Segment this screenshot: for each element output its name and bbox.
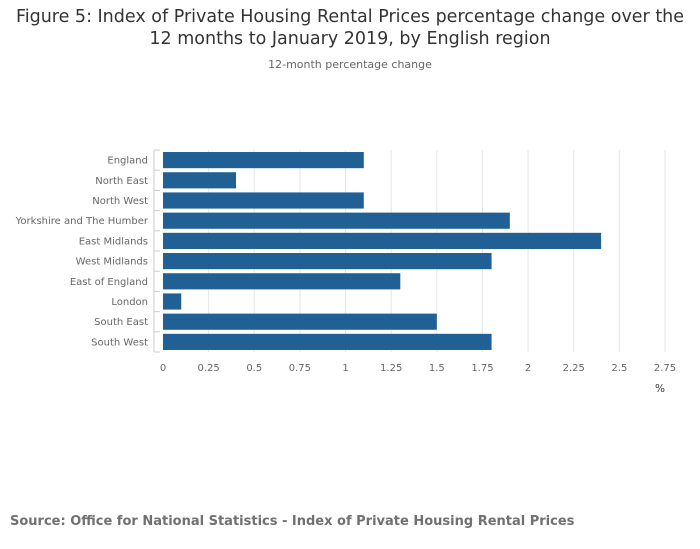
x-tick-label-2: 0.5 <box>246 363 262 374</box>
x-tick-label-0: 0 <box>160 363 166 374</box>
x-axis-unit-label: % <box>655 383 665 395</box>
x-tick-label-1: 0.25 <box>198 363 220 374</box>
bar-7 <box>163 293 182 310</box>
category-label-0: England <box>107 156 148 167</box>
category-label-7: London <box>111 297 148 308</box>
bar-8 <box>163 313 437 330</box>
x-tick-label-6: 1.5 <box>429 363 445 374</box>
chart-title-line-1: Figure 5: Index of Private Housing Renta… <box>15 7 685 27</box>
chart-title: Figure 5: Index of Private Housing Renta… <box>0 6 700 50</box>
bar-6 <box>163 273 401 290</box>
bar-1 <box>163 172 237 189</box>
chart-title-line-2: 12 months to January 2019, by English re… <box>149 29 551 49</box>
x-tick-label-11: 2.75 <box>654 363 676 374</box>
bar-9 <box>163 333 492 350</box>
x-tick-label-5: 1.25 <box>380 363 402 374</box>
x-tick-label-3: 0.75 <box>289 363 311 374</box>
category-label-1: North East <box>95 176 148 187</box>
category-label-8: South East <box>94 317 148 328</box>
category-label-4: East Midlands <box>79 236 148 247</box>
category-label-9: South West <box>91 337 148 348</box>
category-label-6: East of England <box>70 277 148 288</box>
x-tick-label-8: 2 <box>525 363 531 374</box>
bar-2 <box>163 192 364 209</box>
category-label-3: Yorkshire and The Humber <box>15 216 149 227</box>
bar-3 <box>163 212 510 229</box>
x-tick-label-7: 1.75 <box>471 363 493 374</box>
bar-4 <box>163 232 602 249</box>
x-tick-label-10: 2.5 <box>611 363 627 374</box>
bar-0 <box>163 152 364 169</box>
chart-subtitle: 12-month percentage change <box>268 58 432 71</box>
category-label-5: West Midlands <box>76 257 148 268</box>
source-note: Source: Office for National Statistics -… <box>10 514 575 529</box>
x-tick-label-9: 2.25 <box>563 363 585 374</box>
category-label-2: North West <box>92 196 148 207</box>
x-tick-label-4: 1 <box>342 363 348 374</box>
bar-5 <box>163 253 492 270</box>
